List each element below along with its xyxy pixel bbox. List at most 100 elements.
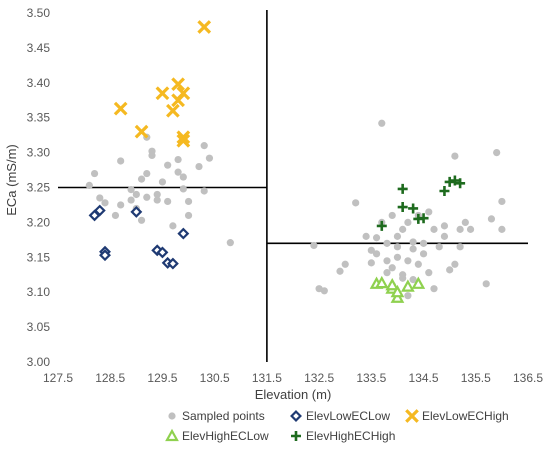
data-point bbox=[409, 245, 417, 253]
data-point bbox=[372, 234, 381, 242]
axes-layer: 3.00 3.05 3.10 3.15 3.20 3.25 3.30 3.35 3.40 3.45… bbox=[27, 6, 544, 385]
legend-item: ElevLowECLow bbox=[290, 409, 390, 423]
data-point bbox=[414, 260, 422, 268]
data-point bbox=[96, 194, 104, 202]
data-point bbox=[137, 175, 146, 183]
data-point bbox=[367, 246, 375, 254]
series-elevhigheclow bbox=[369, 275, 426, 303]
data-point bbox=[397, 183, 408, 194]
series-elevlowechigh bbox=[113, 20, 212, 148]
data-point bbox=[383, 257, 391, 265]
data-point bbox=[90, 169, 99, 178]
x-tick-label: 135.5 bbox=[461, 371, 491, 385]
data-point bbox=[372, 250, 381, 258]
y-tick-label: 3.30 bbox=[27, 146, 51, 160]
data-point bbox=[127, 196, 135, 204]
y-tick-label: 3.05 bbox=[27, 320, 51, 334]
data-point bbox=[498, 225, 506, 233]
data-point bbox=[101, 199, 109, 207]
data-point bbox=[153, 190, 161, 199]
x-tick-label: 136.5 bbox=[513, 371, 543, 385]
legend-marker bbox=[290, 410, 302, 422]
legend-marker bbox=[165, 428, 179, 442]
data-point bbox=[134, 124, 149, 139]
data-point bbox=[117, 157, 125, 165]
data-point bbox=[352, 199, 360, 207]
data-point bbox=[200, 142, 208, 150]
data-point bbox=[482, 280, 490, 288]
y-tick-label: 3.25 bbox=[27, 181, 51, 195]
data-point bbox=[362, 232, 370, 240]
y-axis-title: ECa (mS/m) bbox=[4, 144, 19, 216]
y-tick-label: 3.00 bbox=[27, 355, 51, 369]
data-point bbox=[425, 208, 433, 216]
data-point bbox=[226, 239, 234, 247]
reference-lines bbox=[58, 10, 528, 362]
data-point bbox=[498, 197, 506, 206]
data-point bbox=[419, 250, 428, 258]
legend-label: ElevLowECHigh bbox=[422, 409, 509, 423]
data-point bbox=[164, 197, 172, 206]
x-tick-label: 132.5 bbox=[304, 371, 334, 385]
data-point bbox=[374, 275, 389, 289]
data-point bbox=[385, 277, 400, 291]
data-point bbox=[153, 196, 161, 204]
data-point bbox=[409, 238, 417, 246]
x-tick-label: 128.5 bbox=[95, 371, 125, 385]
data-point bbox=[440, 232, 449, 240]
legend: Sampled points ElevLowECLow ElevLowECHigh E… bbox=[165, 409, 509, 443]
data-point bbox=[466, 225, 475, 233]
data-point bbox=[184, 197, 193, 206]
data-point bbox=[148, 151, 156, 159]
legend-label: ElevHighECHigh bbox=[306, 429, 395, 443]
data-points bbox=[85, 20, 506, 303]
data-point bbox=[176, 133, 191, 148]
data-point bbox=[310, 241, 318, 250]
data-point bbox=[455, 178, 466, 189]
data-point bbox=[179, 173, 187, 181]
data-point bbox=[404, 218, 412, 226]
data-point bbox=[444, 176, 455, 187]
data-point bbox=[130, 205, 143, 218]
data-point bbox=[388, 211, 396, 220]
x-tick-label: 129.5 bbox=[147, 371, 177, 385]
legend-label: ElevLowECLow bbox=[306, 409, 390, 423]
data-point bbox=[456, 225, 464, 233]
x-tick-label: 127.5 bbox=[43, 371, 73, 385]
data-point bbox=[401, 279, 415, 292]
legend-label: ElevHighECLow bbox=[182, 429, 269, 443]
data-point bbox=[390, 284, 405, 298]
legend-item: ElevLowECHigh bbox=[405, 409, 509, 423]
data-point bbox=[85, 181, 93, 190]
data-point bbox=[418, 213, 429, 224]
data-point bbox=[132, 190, 140, 199]
data-point bbox=[399, 225, 407, 233]
y-tick-label: 3.40 bbox=[27, 76, 51, 90]
y-tick-label: 3.15 bbox=[27, 250, 51, 264]
data-point bbox=[378, 119, 386, 127]
series-elevhighechigh bbox=[376, 175, 466, 231]
y-tick-label: 3.20 bbox=[27, 215, 51, 229]
data-point bbox=[367, 259, 375, 267]
data-point bbox=[408, 203, 419, 214]
x-tick-label: 131.5 bbox=[252, 371, 282, 385]
data-point bbox=[440, 222, 449, 230]
data-point bbox=[411, 276, 426, 289]
data-point bbox=[176, 130, 191, 145]
data-point bbox=[113, 101, 128, 116]
data-point bbox=[393, 253, 402, 261]
legend-marker bbox=[291, 431, 301, 441]
legend-marker bbox=[168, 412, 176, 420]
data-point bbox=[93, 204, 106, 217]
data-point bbox=[176, 86, 191, 101]
data-point bbox=[143, 193, 151, 201]
data-point bbox=[171, 77, 185, 92]
data-point bbox=[158, 178, 167, 186]
data-point bbox=[320, 287, 328, 295]
data-point bbox=[404, 292, 412, 300]
data-point bbox=[451, 260, 459, 268]
data-point bbox=[399, 274, 407, 282]
data-point bbox=[166, 257, 179, 270]
data-point bbox=[117, 201, 125, 209]
